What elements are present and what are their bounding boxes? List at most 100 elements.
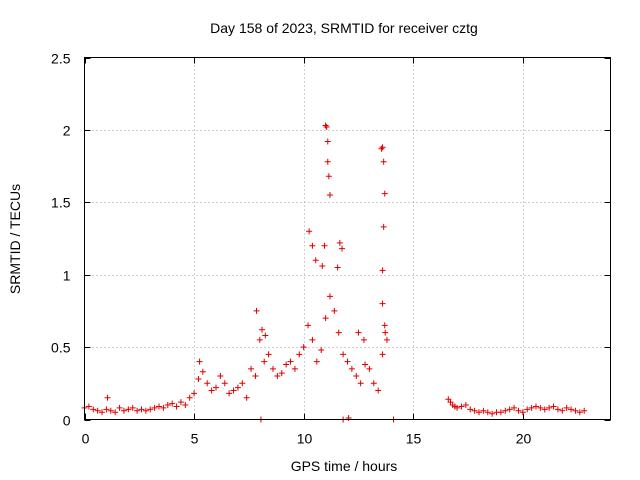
y-tick-label: 0: [63, 413, 71, 429]
data-point: [85, 403, 92, 410]
data-point: [378, 145, 385, 152]
data-point: [515, 407, 522, 414]
data-point: [199, 368, 206, 375]
data-point: [383, 336, 390, 343]
data-point: [380, 223, 387, 230]
data-point: [379, 300, 386, 307]
data-point: [462, 402, 469, 409]
data-point: [502, 407, 509, 414]
data-point: [283, 361, 290, 368]
data-point: [344, 358, 351, 365]
data-point: [366, 365, 373, 372]
y-tick-label: 2.5: [51, 51, 71, 67]
data-point: [370, 380, 377, 387]
data-point: [252, 373, 259, 380]
data-point: [324, 158, 331, 165]
data-point: [379, 144, 386, 151]
data-point: [511, 404, 518, 411]
data-point: [334, 264, 341, 271]
data-point: [324, 138, 331, 145]
grid: [84, 57, 611, 420]
data-point: [572, 407, 579, 414]
data-point: [323, 124, 330, 131]
data-point: [309, 242, 316, 249]
data-point: [213, 384, 219, 391]
data-point: [305, 322, 312, 329]
data-point: [563, 404, 570, 411]
data-point: [104, 394, 111, 401]
data-point: [265, 351, 272, 358]
data-point: [467, 406, 474, 413]
data-point: [262, 332, 269, 339]
data-point: [550, 403, 557, 410]
data-point: [160, 404, 167, 411]
data-point: [278, 370, 285, 377]
data-point: [489, 410, 496, 417]
x-axis-label: GPS time / hours: [291, 458, 398, 474]
data-point: [309, 336, 316, 343]
data-point: [274, 373, 281, 380]
data-point: [380, 158, 387, 165]
x-tick-label: 20: [516, 431, 532, 447]
data-point: [217, 373, 224, 380]
data-points: [81, 122, 588, 423]
data-point: [541, 406, 548, 413]
data-point: [454, 404, 461, 411]
data-point: [261, 358, 268, 365]
data-point: [322, 122, 329, 129]
data-point: [226, 390, 233, 397]
data-point: [300, 344, 307, 351]
data-point: [269, 365, 276, 372]
data-point: [353, 373, 360, 380]
data-point: [138, 406, 145, 413]
data-point: [336, 239, 343, 246]
data-point: [480, 407, 487, 414]
data-point: [355, 329, 362, 336]
data-point: [576, 409, 583, 416]
data-point: [537, 404, 544, 411]
data-point: [519, 409, 526, 416]
data-point: [204, 380, 211, 387]
data-point: [348, 365, 355, 372]
data-point: [243, 394, 250, 401]
data-point: [339, 245, 346, 252]
data-point: [234, 384, 241, 391]
data-point: [208, 387, 215, 394]
data-point: [568, 406, 575, 413]
data-point: [326, 192, 333, 199]
x-tick-label: 5: [191, 431, 199, 447]
data-point: [169, 400, 176, 407]
data-point: [186, 394, 193, 401]
data-point: [116, 404, 123, 411]
data-point: [319, 263, 326, 270]
y-tick-label: 1: [63, 268, 71, 284]
chart-title: Day 158 of 2023, SRMTID for receiver czt…: [210, 20, 478, 36]
data-point: [326, 293, 333, 300]
data-point: [103, 406, 110, 413]
data-point: [182, 402, 189, 409]
data-point: [90, 406, 97, 413]
axis-ticks: 0 5 10 15 20 0 0.5 1 1.5 2 2.5: [51, 51, 611, 447]
data-point: [120, 407, 127, 414]
x-tick-label: 0: [82, 431, 90, 447]
data-point: [239, 380, 246, 387]
data-point: [375, 387, 382, 394]
data-point: [112, 409, 119, 416]
x-tick-label: 15: [406, 431, 422, 447]
data-point: [331, 307, 338, 314]
data-point: [335, 329, 342, 336]
data-point: [581, 407, 588, 414]
data-point: [381, 322, 388, 329]
data-point: [484, 409, 491, 416]
data-point: [129, 404, 136, 411]
data-point: [256, 336, 263, 343]
data-point: [322, 315, 329, 322]
data-point: [156, 403, 163, 410]
y-tick-label: 2: [63, 123, 71, 139]
data-point: [506, 406, 513, 413]
data-point: [362, 361, 369, 368]
data-point: [230, 387, 237, 394]
data-point: [318, 346, 325, 353]
data-point: [559, 407, 566, 414]
